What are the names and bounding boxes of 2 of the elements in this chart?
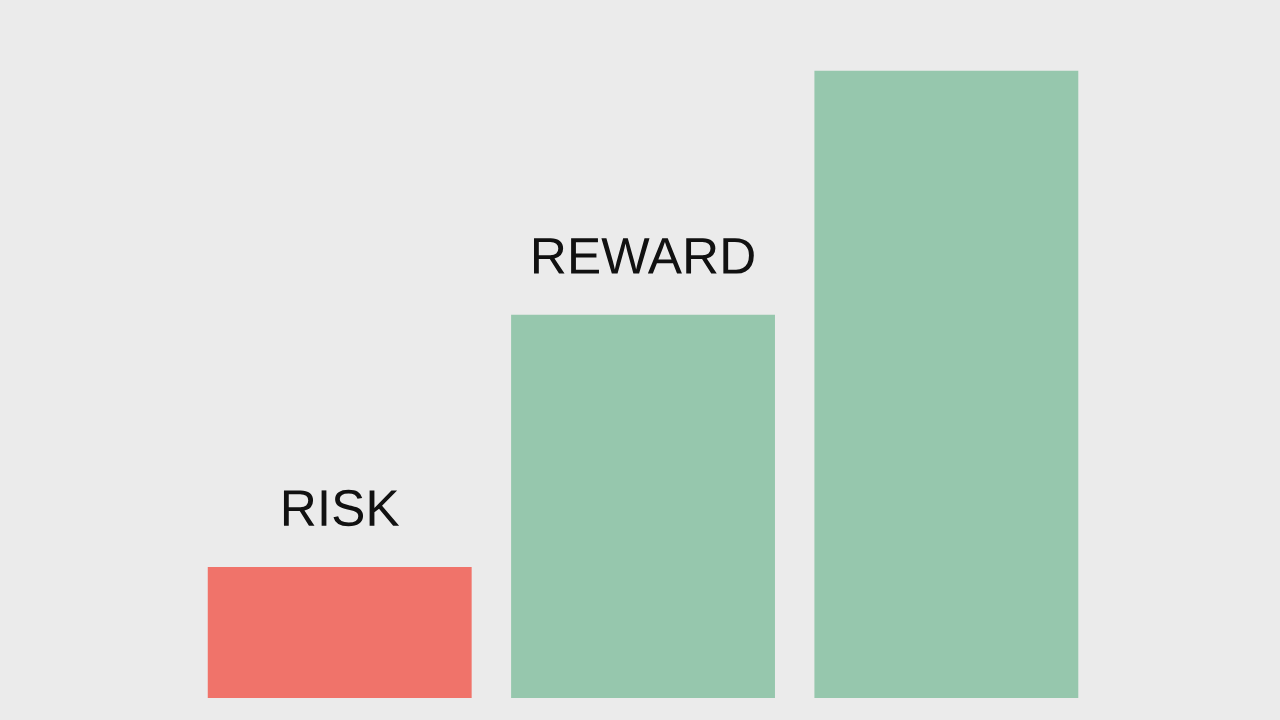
annotation: RISK [283, 489, 400, 527]
annotation: REWARD [534, 238, 754, 274]
